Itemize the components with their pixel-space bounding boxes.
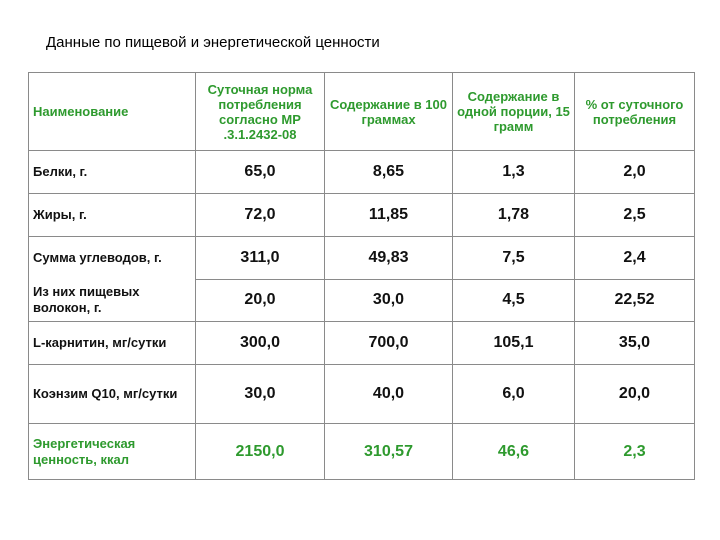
header-percent-daily: % от суточного потребления <box>574 72 695 151</box>
cell-percent-daily: 2,4 <box>574 236 695 280</box>
cell-percent-daily: 2,0 <box>574 150 695 194</box>
cell-per-100g: 310,57 <box>324 423 453 480</box>
nutrition-table: Наименование Суточная норма потребления … <box>28 72 695 480</box>
cell-daily-norm: 20,0 <box>195 278 325 322</box>
cell-per-portion: 4,5 <box>452 278 575 322</box>
header-per-100g: Содержание в 100 граммах <box>324 72 453 151</box>
cell-per-100g: 11,85 <box>324 193 453 237</box>
header-name: Наименование <box>28 72 196 151</box>
row-label: Коэнзим Q10, мг/сутки <box>28 364 196 424</box>
cell-percent-daily: 2,5 <box>574 193 695 237</box>
cell-daily-norm: 72,0 <box>195 193 325 237</box>
row-label: Жиры, г. <box>28 193 196 237</box>
table-row: Белки, г. 65,0 8,65 1,3 2,0 <box>28 150 695 194</box>
cell-daily-norm: 300,0 <box>195 321 325 365</box>
cell-per-100g: 49,83 <box>324 236 453 280</box>
header-per-portion: Содержание в одной порции, 15 грамм <box>452 72 575 151</box>
cell-per-portion: 46,6 <box>452 423 575 480</box>
table-row: 20,0 30,0 4,5 22,52 <box>29 278 695 322</box>
cell-percent-daily: 35,0 <box>574 321 695 365</box>
row-label: Сумма углеводов, г. <box>33 250 162 265</box>
header-daily-norm: Суточная норма потребления согласно МР .… <box>195 72 325 151</box>
cell-per-portion: 1,78 <box>452 193 575 237</box>
cell-per-portion: 105,1 <box>452 321 575 365</box>
cell-per-100g: 40,0 <box>324 364 453 424</box>
row-label: L-карнитин, мг/сутки <box>28 321 196 365</box>
cell-daily-norm: 2150,0 <box>195 423 325 480</box>
row-label: Из них пищевых волокон, г. <box>33 284 140 315</box>
header-row: Наименование Суточная норма потребления … <box>28 72 695 151</box>
row-label-group: Сумма углеводов, г. Из них пищевых волок… <box>28 236 196 322</box>
cell-per-portion: 1,3 <box>452 150 575 194</box>
cell-per-portion: 6,0 <box>452 364 575 424</box>
cell-daily-norm: 65,0 <box>195 150 325 194</box>
cell-per-100g: 8,65 <box>324 150 453 194</box>
table-row: Сумма углеводов, г. Из них пищевых волок… <box>28 236 695 322</box>
table-row: Коэнзим Q10, мг/сутки 30,0 40,0 6,0 20,0 <box>28 364 695 424</box>
cell-percent-daily: 2,3 <box>574 423 695 480</box>
table-row: Энергетическая ценность, ккал 2150,0 310… <box>28 423 695 480</box>
page-title: Данные по пищевой и энергетической ценно… <box>46 34 380 51</box>
cell-per-100g: 700,0 <box>324 321 453 365</box>
cell-per-100g: 30,0 <box>324 278 453 322</box>
table-row: L-карнитин, мг/сутки 300,0 700,0 105,1 3… <box>28 321 695 365</box>
cell-daily-norm: 30,0 <box>195 364 325 424</box>
row-label: Белки, г. <box>28 150 196 194</box>
cell-percent-daily: 22,52 <box>574 278 695 322</box>
table-row: Жиры, г. 72,0 11,85 1,78 2,5 <box>28 193 695 237</box>
row-label: Энергетическая ценность, ккал <box>28 423 196 480</box>
cell-per-portion: 7,5 <box>452 236 575 280</box>
cell-daily-norm: 311,0 <box>195 236 325 280</box>
cell-percent-daily: 20,0 <box>574 364 695 424</box>
